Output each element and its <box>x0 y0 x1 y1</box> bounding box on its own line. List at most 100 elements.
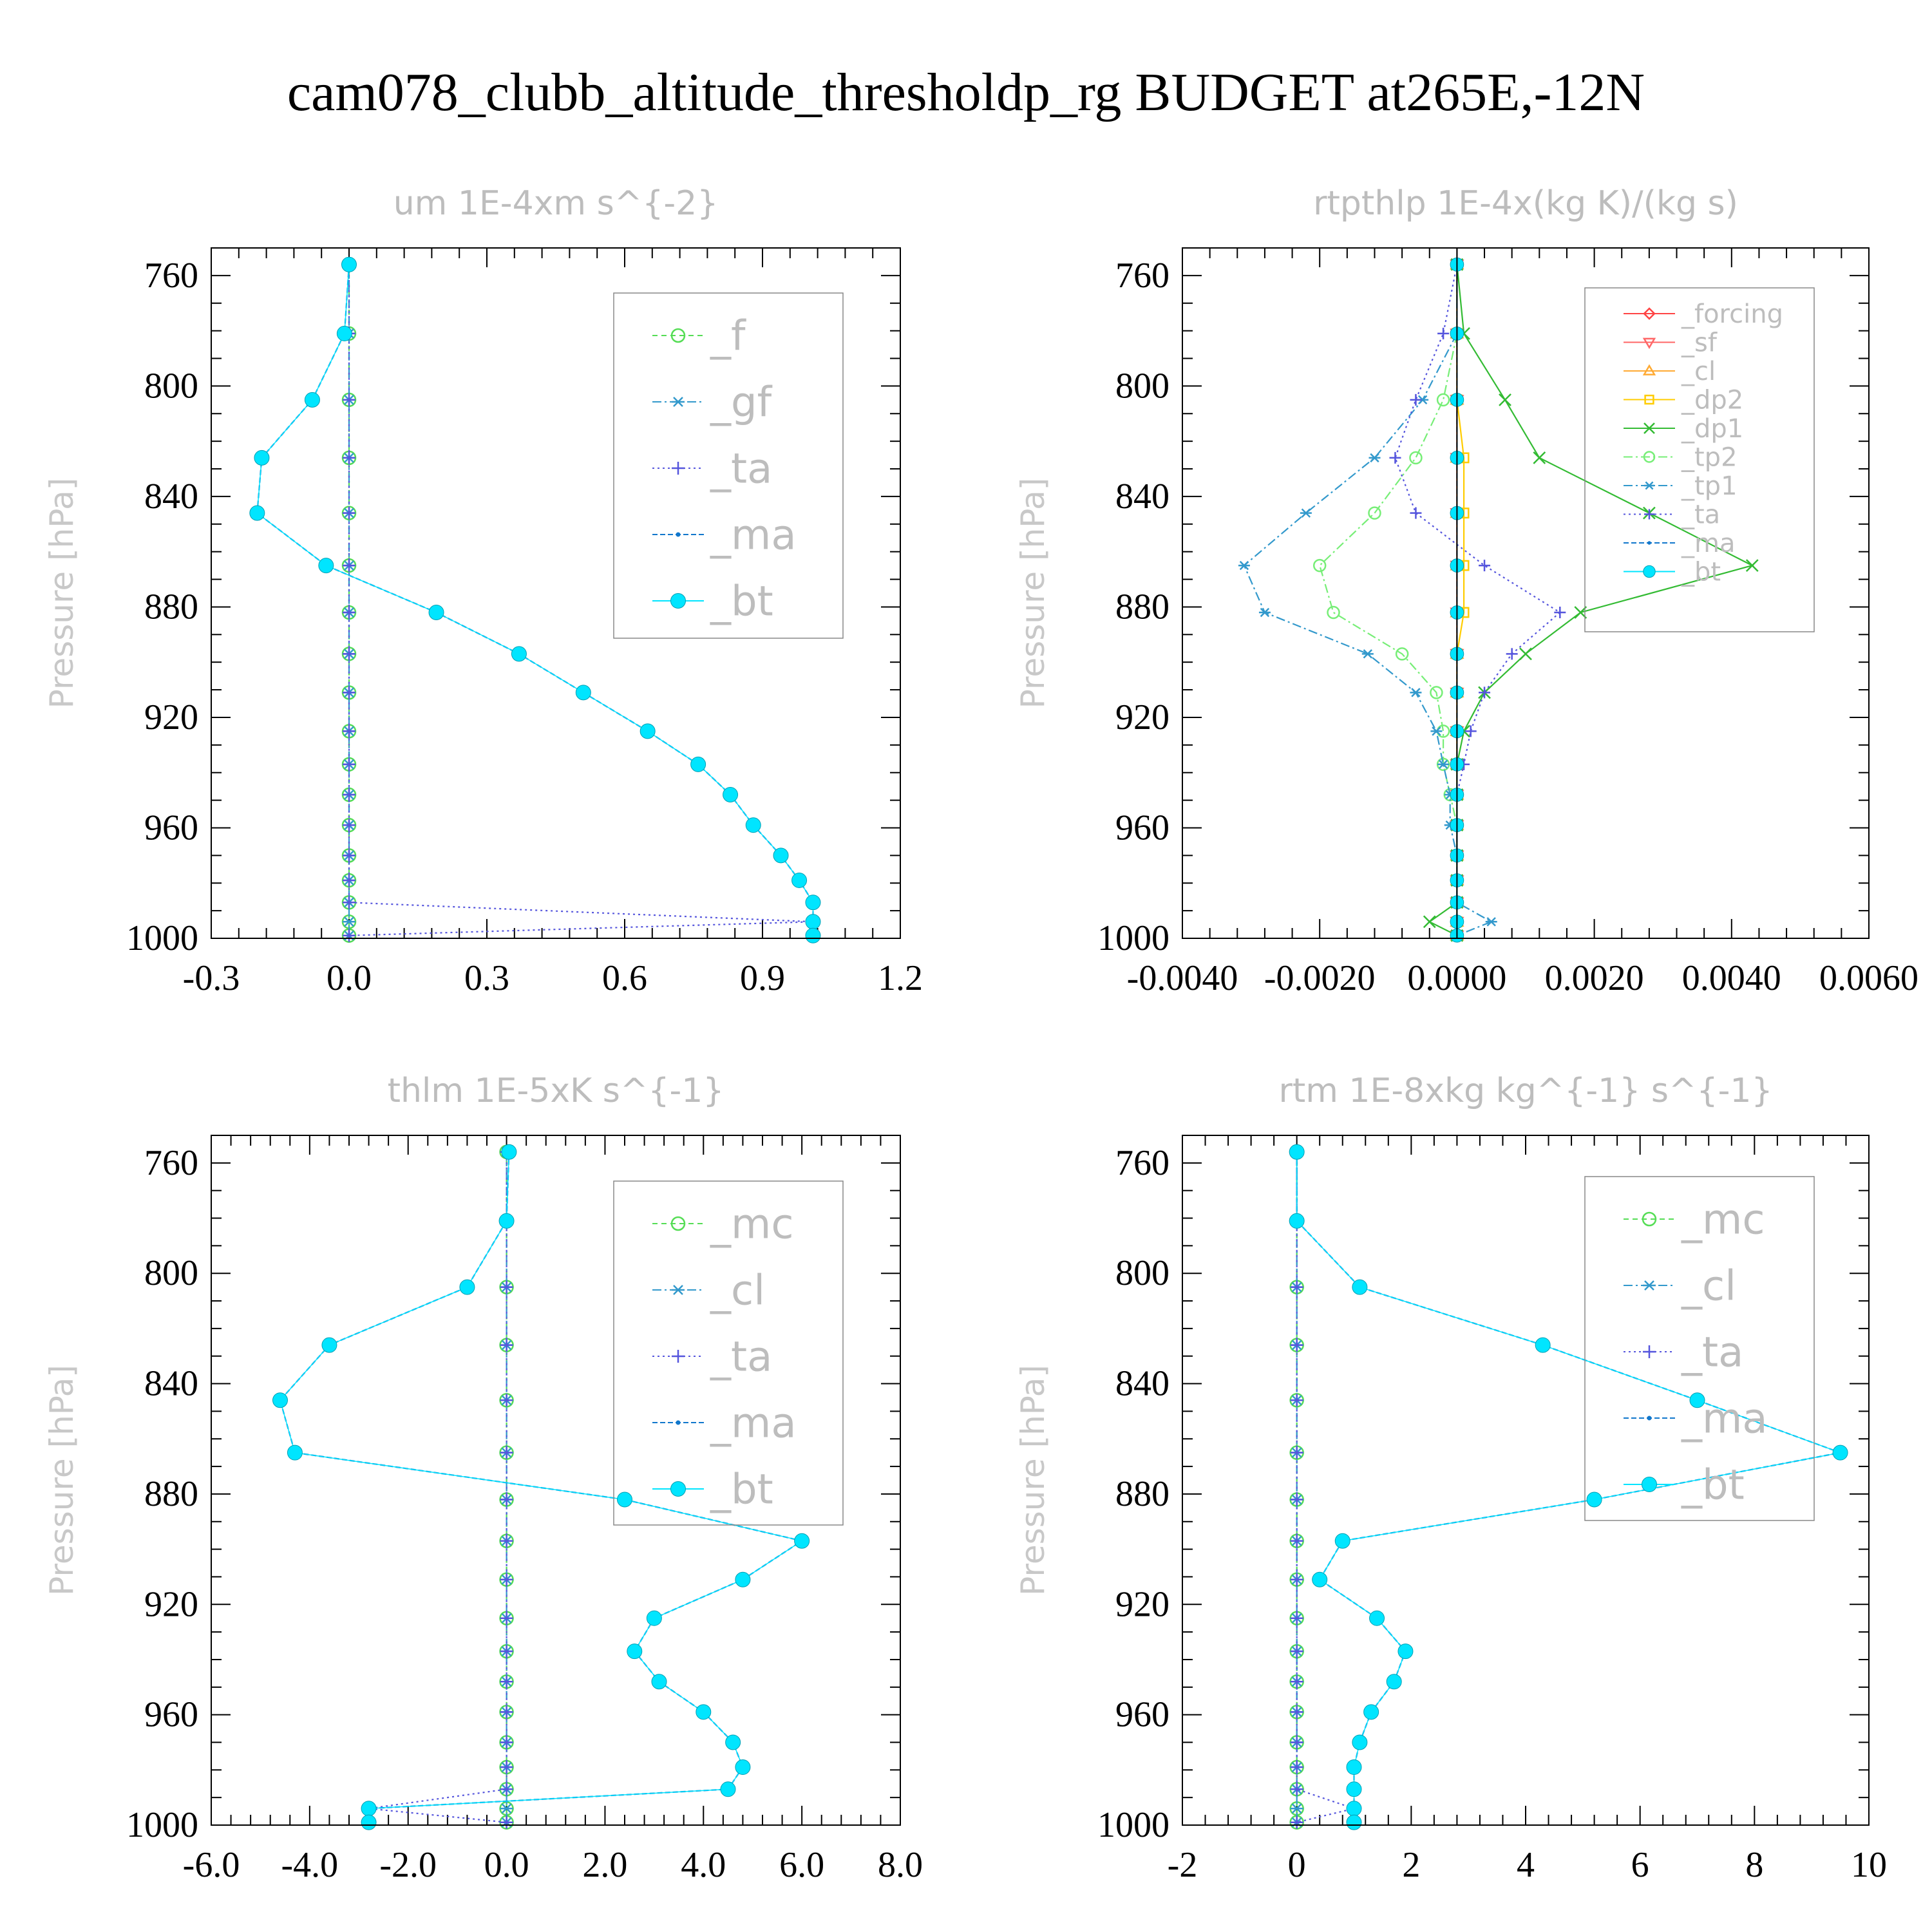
data-point <box>500 1446 513 1459</box>
legend: _f _gf _ta _ma _bt <box>613 292 844 639</box>
x-tick-label: 0.0060 <box>1819 958 1918 998</box>
legend-marker <box>1642 337 1656 349</box>
data-point <box>1689 1392 1705 1408</box>
data-point <box>696 1704 712 1720</box>
data-point <box>1290 1736 1303 1749</box>
legend-label: _gf <box>710 379 773 426</box>
data-point <box>1485 917 1497 927</box>
data-point <box>1290 1394 1303 1407</box>
y-tick-label: 960 <box>144 808 198 848</box>
legend-marker <box>670 1216 686 1231</box>
data-point <box>1334 1533 1350 1549</box>
data-point <box>321 1337 337 1353</box>
data-point <box>745 817 761 833</box>
x-tick-label: 0.0000 <box>1407 958 1506 998</box>
data-point <box>1832 1444 1848 1461</box>
data-point <box>1238 560 1250 571</box>
data-point <box>805 914 821 930</box>
data-point <box>500 1675 513 1689</box>
y-tick-label: 920 <box>1115 1584 1170 1624</box>
data-point <box>627 1643 643 1660</box>
data-point <box>1395 647 1409 661</box>
data-point <box>1430 726 1443 736</box>
data-point <box>500 1761 513 1774</box>
data-point <box>428 605 444 621</box>
data-point <box>500 1534 513 1548</box>
panel-title: rtpthlp 1E-4x(kg K)/(kg s) <box>1313 184 1738 223</box>
x-tick-label: 0.9 <box>740 958 785 998</box>
series-tp2 <box>1312 258 1464 942</box>
data-point <box>1535 1337 1551 1353</box>
data-point <box>735 1571 751 1587</box>
y-tick-label: 760 <box>144 1143 198 1183</box>
legend-item: _ma <box>1624 1395 1768 1443</box>
legend-marker <box>1642 1211 1657 1227</box>
data-point <box>1410 688 1422 697</box>
y-tick-label: 880 <box>1115 587 1170 627</box>
chart-panel-2: rtpthlp 1E-4x(kg K)/(kg s) Pressure [hPa]… <box>1014 184 1918 998</box>
data-point <box>343 916 355 927</box>
x-tick-label: 8 <box>1745 1845 1763 1885</box>
legend-item: _dp2 <box>1624 386 1743 415</box>
legend-box <box>613 1180 844 1526</box>
data-point <box>500 1736 513 1749</box>
data-point <box>1410 393 1422 406</box>
plot-frame <box>1182 247 1870 939</box>
legend-marker <box>1643 1345 1656 1358</box>
data-point <box>1386 1674 1402 1690</box>
x-tick-label: 0.3 <box>464 958 509 998</box>
data-point <box>735 1759 751 1776</box>
data-point <box>361 1814 377 1830</box>
plot-frame <box>1182 1135 1870 1826</box>
data-point <box>1290 1338 1303 1352</box>
legend-label: _ma <box>710 511 797 559</box>
x-tick-label: -2 <box>1168 1845 1198 1885</box>
data-point <box>1506 648 1518 660</box>
data-point <box>690 756 706 772</box>
data-point <box>1436 393 1450 407</box>
data-point <box>1586 1492 1602 1508</box>
data-point <box>1290 1803 1303 1814</box>
data-point <box>794 1533 810 1549</box>
data-point <box>1290 1534 1303 1548</box>
chart-panel-3: thlm 1E-5xK s^{-1} Pressure [hPa] 760 800 84… <box>43 1072 923 1885</box>
data-point <box>725 1734 741 1750</box>
data-point <box>1290 1783 1303 1796</box>
legend-label: _tp1 <box>1681 471 1738 501</box>
chart-panel-1: um 1E-4xm s^{-2} Pressure [hPa] 760 800 840 8… <box>43 184 923 998</box>
legend-item: _cl <box>652 1267 765 1314</box>
x-tick-label: 6.0 <box>779 1845 824 1885</box>
legend-label: _ta <box>710 1333 772 1381</box>
x-tick-label: 10 <box>1851 1845 1887 1885</box>
data-point <box>343 559 355 573</box>
series-line <box>1456 264 1465 936</box>
data-point <box>723 787 739 803</box>
y-tick-label: 840 <box>1115 1364 1170 1404</box>
data-point <box>1290 1645 1303 1658</box>
x-tick-label: 0 <box>1288 1845 1306 1885</box>
data-point <box>1346 1781 1362 1797</box>
series-line <box>368 1151 507 1823</box>
data-point <box>343 647 355 661</box>
legend-marker <box>1643 565 1656 578</box>
panel-title: um 1E-4xm s^{-2} <box>393 184 719 223</box>
series-line <box>1394 264 1562 936</box>
legend-item: _ma <box>652 1399 797 1447</box>
data-point <box>343 506 355 520</box>
legend-label: _tp2 <box>1681 443 1738 473</box>
legend-marker <box>1643 1280 1656 1291</box>
y-tick-label: 920 <box>1115 697 1170 737</box>
data-point <box>1554 607 1566 619</box>
x-tick-label: -0.3 <box>183 958 240 998</box>
data-point <box>646 1610 662 1626</box>
data-point <box>1368 506 1381 520</box>
x-tick-label: -6.0 <box>183 1845 240 1885</box>
legend: _forcing_sf_cl_dp2_dp1_tp2_tp1_ta_ma_bt <box>1584 287 1815 632</box>
data-point <box>336 325 352 341</box>
panel-title: thlm 1E-5xK s^{-1} <box>388 1072 724 1110</box>
plot-frame <box>211 1135 901 1826</box>
y-tick-label: 840 <box>1115 477 1170 516</box>
legend-item: _ta <box>1624 500 1720 530</box>
data-point <box>1346 1759 1362 1776</box>
data-point <box>1479 687 1491 699</box>
